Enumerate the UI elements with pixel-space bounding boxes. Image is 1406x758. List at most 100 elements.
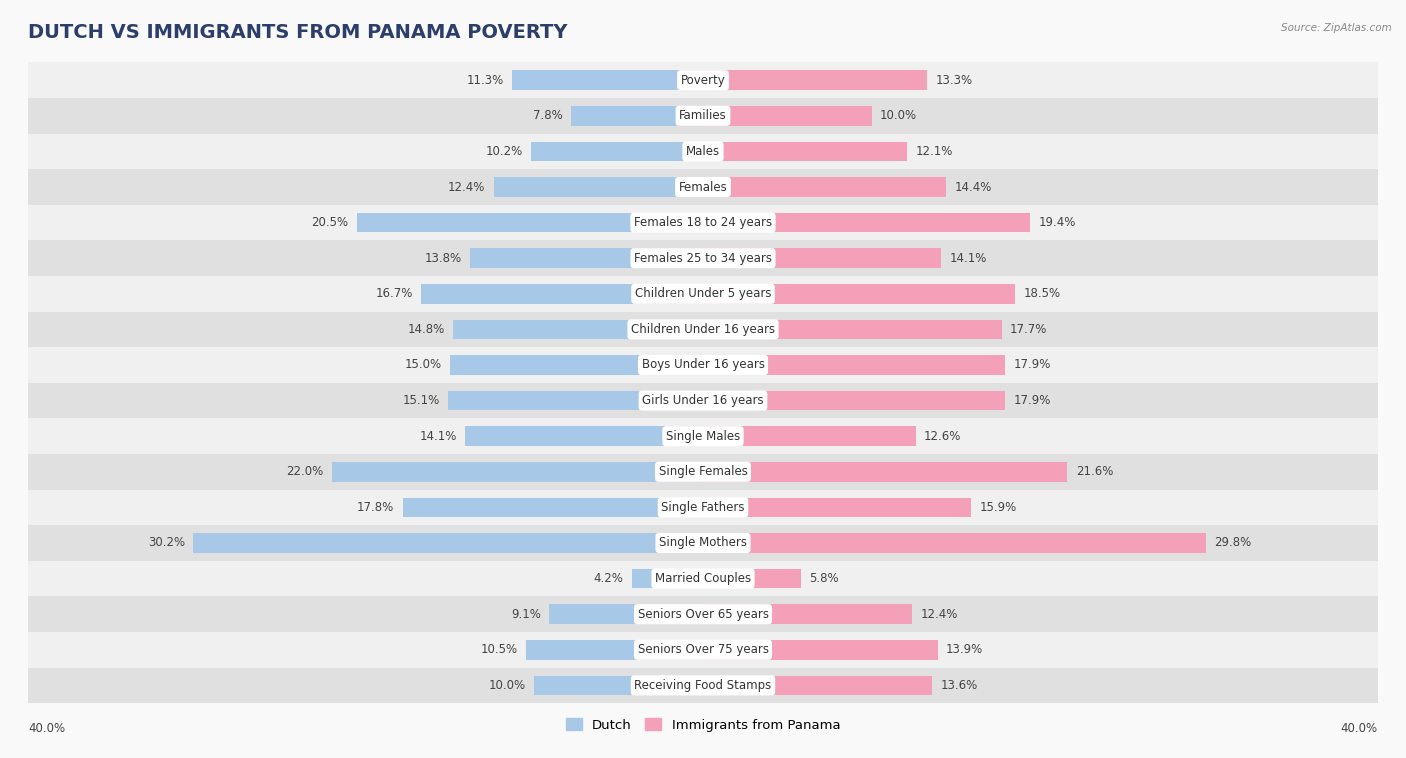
Text: Receiving Food Stamps: Receiving Food Stamps — [634, 679, 772, 692]
Bar — [28, 561, 1378, 597]
Bar — [470, 249, 703, 268]
Bar — [28, 169, 1378, 205]
Bar — [703, 213, 1031, 233]
Text: 17.9%: 17.9% — [1014, 359, 1050, 371]
Text: 13.9%: 13.9% — [946, 644, 983, 656]
Bar — [703, 640, 938, 659]
Text: 11.3%: 11.3% — [467, 74, 503, 86]
Text: 12.4%: 12.4% — [921, 608, 957, 621]
Text: 17.8%: 17.8% — [357, 501, 394, 514]
Bar — [28, 668, 1378, 703]
Text: 13.8%: 13.8% — [425, 252, 461, 265]
Text: 22.0%: 22.0% — [287, 465, 323, 478]
Text: Married Couples: Married Couples — [655, 572, 751, 585]
Text: Females 18 to 24 years: Females 18 to 24 years — [634, 216, 772, 229]
Text: Males: Males — [686, 145, 720, 158]
Bar — [550, 604, 703, 624]
Bar — [402, 497, 703, 517]
Bar — [28, 133, 1378, 169]
Text: 12.4%: 12.4% — [449, 180, 485, 193]
Text: 15.9%: 15.9% — [980, 501, 1017, 514]
Text: 40.0%: 40.0% — [28, 722, 65, 735]
Bar — [703, 177, 946, 197]
Text: 13.3%: 13.3% — [936, 74, 973, 86]
Text: Children Under 16 years: Children Under 16 years — [631, 323, 775, 336]
Bar — [703, 284, 1015, 304]
Bar — [703, 675, 932, 695]
Text: 14.1%: 14.1% — [949, 252, 987, 265]
Bar — [512, 70, 703, 90]
Text: Poverty: Poverty — [681, 74, 725, 86]
Text: 15.1%: 15.1% — [402, 394, 440, 407]
Text: 13.6%: 13.6% — [941, 679, 979, 692]
Bar — [633, 568, 703, 588]
Bar — [28, 240, 1378, 276]
Text: Source: ZipAtlas.com: Source: ZipAtlas.com — [1281, 23, 1392, 33]
Bar — [449, 391, 703, 410]
Text: 10.0%: 10.0% — [489, 679, 526, 692]
Legend: Dutch, Immigrants from Panama: Dutch, Immigrants from Panama — [561, 713, 845, 737]
Text: 9.1%: 9.1% — [512, 608, 541, 621]
Bar — [332, 462, 703, 481]
Bar — [28, 98, 1378, 133]
Bar — [531, 142, 703, 161]
Bar — [703, 320, 1001, 339]
Bar — [571, 106, 703, 126]
Bar — [703, 106, 872, 126]
Bar — [494, 177, 703, 197]
Bar — [194, 533, 703, 553]
Bar — [703, 497, 972, 517]
Bar — [357, 213, 703, 233]
Bar — [703, 391, 1005, 410]
Text: 14.8%: 14.8% — [408, 323, 444, 336]
Bar — [703, 568, 801, 588]
Bar — [703, 604, 912, 624]
Text: Females: Females — [679, 180, 727, 193]
Bar — [453, 320, 703, 339]
Bar — [703, 462, 1067, 481]
Text: DUTCH VS IMMIGRANTS FROM PANAMA POVERTY: DUTCH VS IMMIGRANTS FROM PANAMA POVERTY — [28, 23, 568, 42]
Bar — [28, 383, 1378, 418]
Bar — [526, 640, 703, 659]
Text: 16.7%: 16.7% — [375, 287, 413, 300]
Text: Families: Families — [679, 109, 727, 122]
Text: Seniors Over 65 years: Seniors Over 65 years — [637, 608, 769, 621]
Bar — [703, 70, 928, 90]
Bar — [28, 276, 1378, 312]
Bar — [28, 205, 1378, 240]
Bar — [28, 347, 1378, 383]
Text: Boys Under 16 years: Boys Under 16 years — [641, 359, 765, 371]
Text: 10.2%: 10.2% — [485, 145, 523, 158]
Bar — [28, 62, 1378, 98]
Bar — [28, 632, 1378, 668]
Bar — [534, 675, 703, 695]
Text: Single Females: Single Females — [658, 465, 748, 478]
Text: 12.1%: 12.1% — [915, 145, 953, 158]
Text: 30.2%: 30.2% — [148, 537, 186, 550]
Bar — [28, 418, 1378, 454]
Text: 20.5%: 20.5% — [312, 216, 349, 229]
Text: 18.5%: 18.5% — [1024, 287, 1060, 300]
Text: 17.7%: 17.7% — [1010, 323, 1047, 336]
Text: Single Males: Single Males — [666, 430, 740, 443]
Text: 15.0%: 15.0% — [405, 359, 441, 371]
Text: Single Fathers: Single Fathers — [661, 501, 745, 514]
Bar — [28, 312, 1378, 347]
Text: Girls Under 16 years: Girls Under 16 years — [643, 394, 763, 407]
Bar — [28, 490, 1378, 525]
Text: 4.2%: 4.2% — [593, 572, 624, 585]
Text: 5.8%: 5.8% — [810, 572, 839, 585]
Bar — [703, 533, 1206, 553]
Text: 40.0%: 40.0% — [1341, 722, 1378, 735]
Bar — [422, 284, 703, 304]
Bar — [465, 427, 703, 446]
Text: Females 25 to 34 years: Females 25 to 34 years — [634, 252, 772, 265]
Text: 19.4%: 19.4% — [1039, 216, 1076, 229]
Text: 12.6%: 12.6% — [924, 430, 962, 443]
Bar — [703, 356, 1005, 374]
Text: 21.6%: 21.6% — [1076, 465, 1114, 478]
Text: 7.8%: 7.8% — [533, 109, 562, 122]
Bar — [703, 142, 907, 161]
Bar — [450, 356, 703, 374]
Bar — [703, 427, 915, 446]
